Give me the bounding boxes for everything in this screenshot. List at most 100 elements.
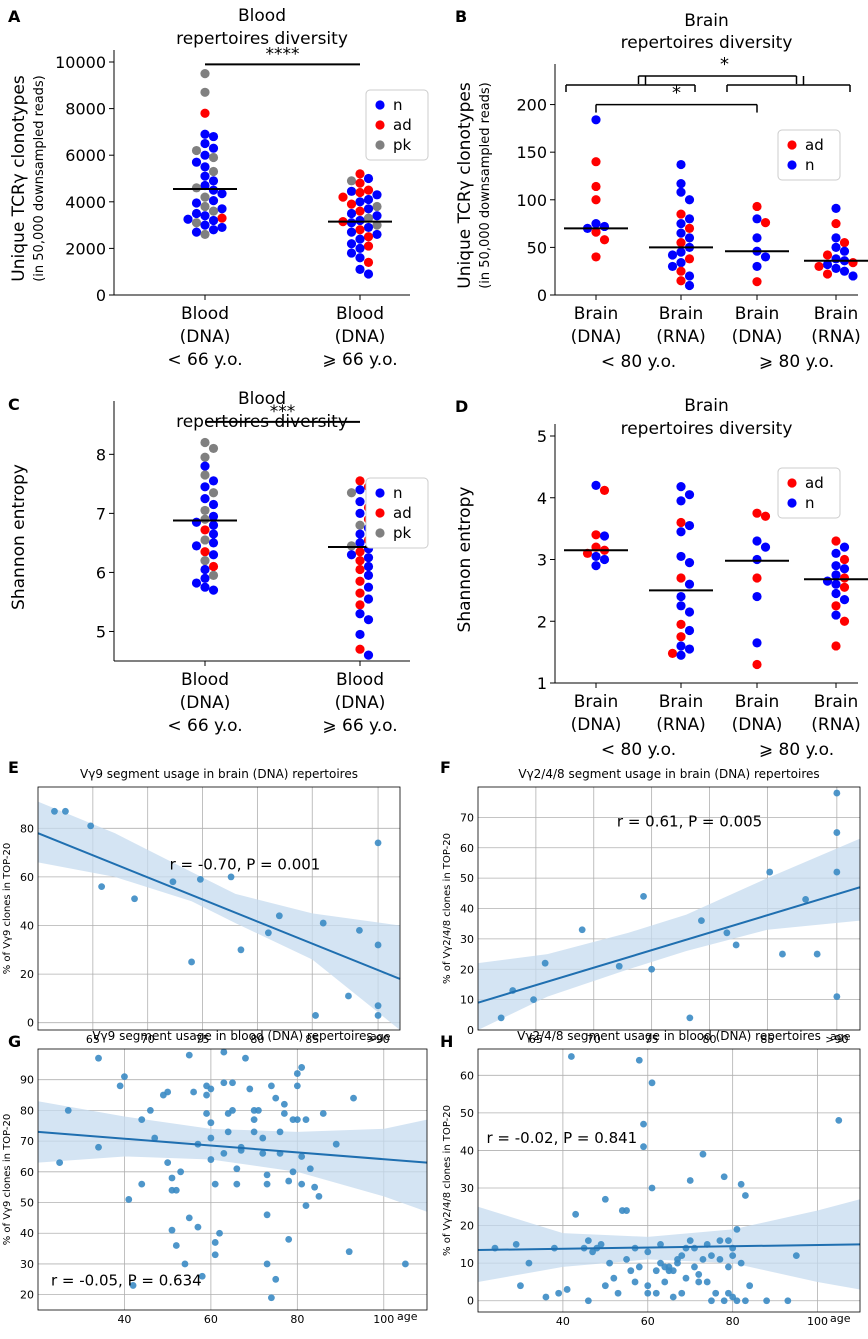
data-point xyxy=(684,280,695,291)
data-point xyxy=(280,1100,288,1108)
data-point xyxy=(208,206,219,216)
panel-letter: B xyxy=(455,7,467,26)
x-tick-label: < 66 y.o. xyxy=(167,350,242,370)
data-point xyxy=(355,496,365,507)
data-point xyxy=(839,246,850,256)
legend-label: ad xyxy=(805,136,824,154)
data-point xyxy=(648,965,656,973)
data-point xyxy=(599,235,610,245)
data-point xyxy=(275,912,283,920)
data-point xyxy=(591,561,601,571)
data-point xyxy=(813,950,821,958)
data-point xyxy=(208,476,219,486)
data-point xyxy=(720,1297,728,1305)
y-tick-label: 7 xyxy=(96,504,106,523)
data-point xyxy=(839,564,850,574)
y-tick-label: 50 xyxy=(20,1197,34,1210)
data-point xyxy=(185,1214,193,1222)
data-point xyxy=(346,550,357,560)
x-tick-label: 60 xyxy=(641,1315,655,1328)
x-tick-label: Brain xyxy=(574,304,619,324)
data-point xyxy=(563,1286,571,1293)
x-tick-label: 80 xyxy=(703,1033,717,1046)
y-tick-label: 50 xyxy=(527,238,547,257)
data-point xyxy=(200,108,210,118)
data-point xyxy=(667,261,678,272)
group-caption: < 80 y.o. xyxy=(601,740,676,760)
y-tick-label: 4 xyxy=(537,489,547,508)
data-point xyxy=(346,227,357,237)
data-point xyxy=(676,482,686,492)
data-point xyxy=(720,1173,728,1181)
data-point xyxy=(208,443,219,454)
data-point xyxy=(839,595,850,605)
data-point xyxy=(355,187,365,198)
data-point xyxy=(208,196,219,206)
x-tick-label: 80 xyxy=(726,1315,740,1328)
data-point xyxy=(374,839,382,847)
data-point xyxy=(355,243,365,253)
data-point xyxy=(831,601,841,611)
data-point xyxy=(732,941,740,949)
data-point xyxy=(676,228,686,238)
data-point xyxy=(822,259,833,270)
data-point xyxy=(669,1267,677,1275)
x-tick-label: (DNA) xyxy=(180,693,231,713)
data-point xyxy=(648,1079,656,1087)
data-point xyxy=(200,525,210,535)
data-point xyxy=(635,1263,643,1271)
data-point xyxy=(194,1223,202,1231)
significance-label: *** xyxy=(270,402,296,422)
data-point xyxy=(168,1226,176,1234)
y-tick-label: 200 xyxy=(516,96,547,115)
confidence-band xyxy=(478,1199,860,1290)
data-point xyxy=(760,542,771,552)
data-point xyxy=(302,1116,310,1124)
panel-letter: H xyxy=(440,1032,453,1051)
data-point xyxy=(190,1088,198,1096)
data-point xyxy=(263,1180,271,1188)
x-axis-label: age xyxy=(370,1030,391,1043)
y-tick-label: 10 xyxy=(460,1257,474,1270)
y-tick-label: 70 xyxy=(20,1135,34,1148)
data-point xyxy=(831,218,841,229)
data-point xyxy=(293,1082,301,1090)
x-tick-label: Blood xyxy=(336,304,384,324)
x-tick-label: (RNA) xyxy=(811,327,860,347)
x-tick-label: (DNA) xyxy=(335,693,386,713)
data-point xyxy=(684,520,695,531)
data-point xyxy=(356,926,363,934)
data-point xyxy=(737,1259,745,1267)
data-point xyxy=(64,1107,72,1114)
data-point xyxy=(640,892,647,900)
data-point xyxy=(676,619,686,629)
data-point xyxy=(207,1156,215,1163)
data-point xyxy=(733,1297,741,1305)
plot-frame xyxy=(477,1048,861,1313)
y-tick-label: 80 xyxy=(20,822,34,835)
panel-g: G Vγ9 segment usage in blood (DNA) repert… xyxy=(2,1029,428,1326)
panel-title: repertoires diversity xyxy=(176,29,348,49)
data-point xyxy=(191,183,202,193)
y-tick-label: 30 xyxy=(460,1182,474,1195)
panel-letter: C xyxy=(8,395,20,414)
data-point xyxy=(345,992,352,1000)
data-point xyxy=(737,1180,745,1188)
data-point xyxy=(684,254,695,264)
x-tick-label: < 66 y.o. xyxy=(167,716,242,736)
legend-marker xyxy=(787,140,797,150)
data-point xyxy=(259,1150,267,1157)
data-point xyxy=(191,208,202,219)
x-tick-label: 80 xyxy=(290,1313,304,1326)
y-tick-label: 0 xyxy=(537,286,547,305)
data-point xyxy=(372,220,382,230)
data-point xyxy=(346,218,357,228)
data-point xyxy=(631,1278,639,1286)
legend-marker xyxy=(375,508,385,518)
data-point xyxy=(686,1237,694,1245)
panel-letter: A xyxy=(8,7,21,26)
data-point xyxy=(200,201,210,212)
x-tick-label: Brain xyxy=(659,692,704,712)
data-point xyxy=(831,579,841,589)
correlation-annotation: r = -0.05, P = 0.634 xyxy=(51,1271,202,1289)
